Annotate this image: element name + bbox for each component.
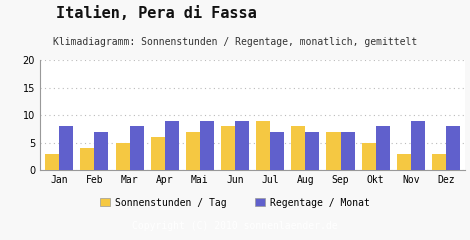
Text: Klimadiagramm: Sonnenstunden / Regentage, monatlich, gemittelt: Klimadiagramm: Sonnenstunden / Regentage… <box>53 37 417 47</box>
Text: Italien, Pera di Fassa: Italien, Pera di Fassa <box>56 6 257 21</box>
Bar <box>327 132 340 170</box>
Bar <box>221 126 235 170</box>
Text: Copyright (C) 2010 sonnenlaender.de: Copyright (C) 2010 sonnenlaender.de <box>132 221 338 231</box>
Bar <box>130 126 144 170</box>
Bar <box>397 154 411 170</box>
Bar <box>45 154 59 170</box>
Bar <box>256 121 270 170</box>
Bar <box>186 132 200 170</box>
Bar <box>432 154 446 170</box>
Bar <box>446 126 460 170</box>
Bar <box>361 143 376 170</box>
Bar <box>270 132 284 170</box>
Bar <box>200 121 214 170</box>
Bar <box>306 132 320 170</box>
Bar <box>411 121 425 170</box>
Bar <box>80 148 94 170</box>
Bar <box>59 126 73 170</box>
Bar <box>94 132 109 170</box>
Bar <box>116 143 130 170</box>
Bar <box>151 137 165 170</box>
Bar <box>291 126 306 170</box>
Bar <box>376 126 390 170</box>
Legend: Sonnenstunden / Tag, Regentage / Monat: Sonnenstunden / Tag, Regentage / Monat <box>100 198 370 208</box>
Bar <box>165 121 179 170</box>
Bar <box>235 121 249 170</box>
Bar <box>340 132 354 170</box>
